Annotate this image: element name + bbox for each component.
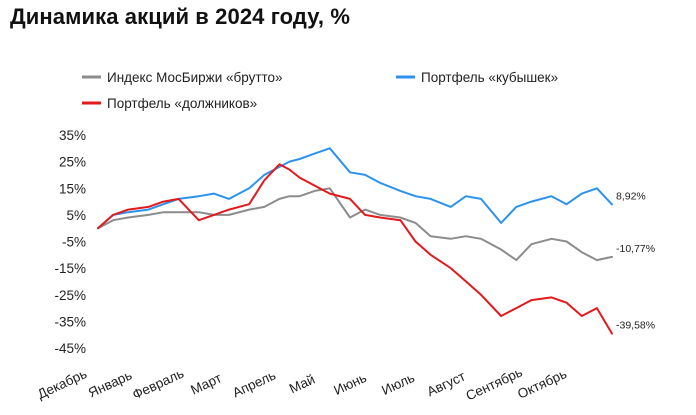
x-tick-label: Май (287, 372, 317, 397)
y-tick-label: 5% (66, 208, 86, 223)
y-tick-label: 15% (59, 181, 86, 196)
series-line (97, 187, 613, 262)
end-labels: -10,77% 8,92% -39,58% (616, 190, 655, 331)
y-tick-label: 25% (59, 155, 86, 170)
y-tick-label: -5% (62, 235, 86, 250)
x-tick-label: Март (188, 370, 224, 397)
legend-label-dolzhniki: Портфель «должников» (107, 96, 257, 111)
x-tick-label: Июль (379, 370, 417, 398)
legend-item-index: Индекс МосБиржи «брутто» (82, 70, 283, 85)
y-tick-label: -35% (54, 314, 86, 329)
chart-title: Динамика акций в 2024 году, % (10, 4, 351, 29)
series-lines (97, 147, 613, 335)
x-tick-label: Июнь (331, 370, 368, 398)
series-end-label: -39,58% (616, 320, 655, 332)
series-end-label: -10,77% (616, 243, 655, 255)
y-tick-label: -45% (54, 341, 86, 356)
x-tick-label: Февраль (130, 366, 186, 403)
legend-label-kubyshki: Портфель «кубышек» (421, 70, 558, 85)
series-end-label: 8,92% (616, 190, 646, 202)
x-tick-label: Декабрь (35, 366, 89, 402)
y-tick-label: -15% (54, 261, 86, 276)
legend-label-index: Индекс МосБиржи «брутто» (107, 70, 283, 85)
x-tick-label: Сентябрь (464, 364, 525, 403)
y-tick-label: -25% (54, 288, 86, 303)
series-line (97, 147, 613, 230)
chart-legend: Индекс МосБиржи «брутто» Портфель «кубыш… (82, 70, 558, 111)
x-tick-label: Октябрь (515, 366, 569, 402)
x-tick-label: Август (425, 369, 468, 400)
x-tick-label: Январь (86, 367, 134, 400)
y-tick-label: 35% (59, 128, 86, 143)
legend-item-dolzhniki: Портфель «должников» (82, 96, 257, 111)
y-axis: 35% 25% 15% 5% -5% -15% -25% -35% -45% (54, 128, 86, 356)
x-tick-label: Апрель (230, 367, 278, 400)
legend-item-kubyshki: Портфель «кубышек» (396, 70, 558, 85)
series-line (97, 163, 613, 335)
